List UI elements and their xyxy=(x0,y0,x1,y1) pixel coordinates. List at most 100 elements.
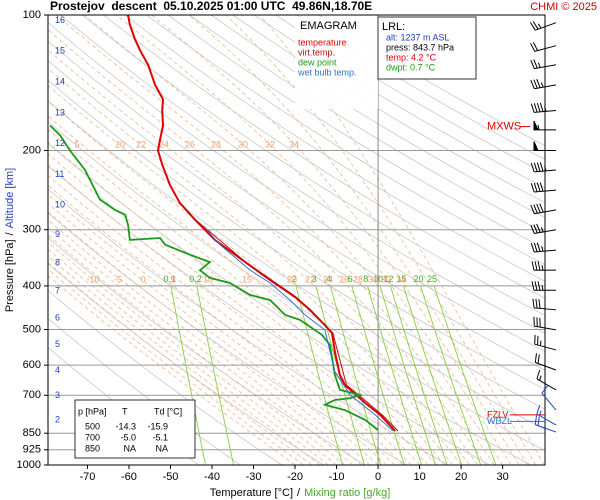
mixing-ratio-line xyxy=(196,285,235,465)
mixing-ratio-label: 2 xyxy=(292,274,297,284)
altitude-label: 16 xyxy=(55,15,65,25)
mixing-ratio-label: 15 xyxy=(396,274,406,284)
mixing-ratio-line xyxy=(433,285,497,465)
adiabat-label: 34 xyxy=(396,274,406,284)
wind-barb xyxy=(541,385,557,411)
lrl-box xyxy=(377,16,477,80)
y-tick-label: 100 xyxy=(23,9,41,21)
table-header: p [hPa] xyxy=(78,406,107,416)
dry-adiabat xyxy=(232,15,545,204)
mixing-ratio-line xyxy=(315,285,365,465)
mixing-ratio-label: 8 xyxy=(363,274,368,284)
moist-adiabat xyxy=(48,100,454,465)
x-tick-label: -40 xyxy=(204,471,220,483)
profile-line xyxy=(204,227,394,432)
moist-adiabat xyxy=(48,115,445,465)
mixing-ratio-label: 20 xyxy=(414,274,424,284)
y-tick-label: 1000 xyxy=(17,459,41,471)
wind-barb xyxy=(530,242,557,253)
y-tick-label: 600 xyxy=(23,359,41,371)
mixing-ratio-label: 4 xyxy=(326,274,331,284)
adiabat-label: 20 xyxy=(287,274,297,284)
mixing-ratio-label: 10 xyxy=(373,274,383,284)
x-tick-label: 20 xyxy=(455,471,467,483)
dry-adiabat xyxy=(167,15,545,250)
dry-adiabat xyxy=(48,40,545,371)
y-axis-label-part: / xyxy=(4,231,16,235)
table-cell: -15.9 xyxy=(147,421,168,431)
moist-adiabat xyxy=(48,275,296,465)
lrl-line: alt: 1237 m ASL xyxy=(386,32,450,42)
y-tick-label: 500 xyxy=(23,323,41,335)
moist-adiabat xyxy=(48,49,479,465)
moist-adiabat xyxy=(48,262,312,465)
wind-barb xyxy=(530,59,557,70)
table-cell: -14.3 xyxy=(115,421,136,431)
dry-adiabat xyxy=(146,15,545,266)
wind-barb xyxy=(530,223,557,234)
y-axis-label: Pressure [hPa] / Altitude [km] xyxy=(4,168,16,312)
altitude-label: 4 xyxy=(55,365,60,375)
profile-line xyxy=(49,124,379,431)
dry-adiabat xyxy=(103,15,545,299)
mixing-ratio-line xyxy=(295,285,343,465)
adiabat-label: 5 xyxy=(74,139,79,149)
x-tick-label: 30 xyxy=(497,471,509,483)
adiabat-label: 32 xyxy=(265,139,275,149)
wind-barb xyxy=(531,261,557,271)
altitude-label: 10 xyxy=(55,199,65,209)
moist-adiabat xyxy=(48,68,470,465)
dry-adiabat xyxy=(48,79,545,410)
adiabat-label: 28 xyxy=(211,139,221,149)
marker-label: WBZL xyxy=(487,416,512,426)
y-tick-label: 200 xyxy=(23,144,41,156)
marker-label: FZLV xyxy=(487,409,508,419)
wind-barb xyxy=(534,353,557,371)
adiabat-label: 30 xyxy=(238,139,248,149)
wind-barb xyxy=(534,415,557,433)
table-box xyxy=(74,399,196,459)
x-tick-label: -30 xyxy=(246,471,262,483)
background-lines: 0.1 0.2 2 3 4 6 8 10 12 15 20 255 20 22 24 26 28 30 32 34-1… xyxy=(48,15,545,465)
mixing-ratio-line xyxy=(379,285,437,465)
adiabat-label: 22 xyxy=(305,274,315,284)
wind-barb xyxy=(533,316,557,331)
plot-frame xyxy=(47,14,546,466)
x-tick-label: -70 xyxy=(79,471,95,483)
wind-barb xyxy=(530,182,557,193)
mixing-ratio-line xyxy=(351,285,405,465)
wind-barb xyxy=(533,141,557,151)
wind-barb xyxy=(530,162,557,173)
x-tick-label: -10 xyxy=(329,471,345,483)
x-tick-label: -60 xyxy=(121,471,137,483)
adiabat-label: 10 xyxy=(203,274,213,284)
wind-barb xyxy=(532,298,557,311)
altitude-label: 3 xyxy=(55,390,60,400)
y-tick-label: 700 xyxy=(23,389,41,401)
table-cell: NA xyxy=(123,443,136,453)
altitude-label: 13 xyxy=(55,107,65,117)
mixing-ratio-line xyxy=(367,285,423,465)
x-tick-label: -20 xyxy=(287,471,303,483)
altitude-label: 11 xyxy=(55,169,64,179)
adiabat-label: 32 xyxy=(381,274,391,284)
adiabat-label: -5 xyxy=(114,274,122,284)
dry-adiabat xyxy=(60,15,545,334)
dry-adiabat xyxy=(48,59,545,390)
adiabat-label: 5 xyxy=(170,274,175,284)
mixing-ratio-line xyxy=(403,285,463,465)
adiabat-label: 24 xyxy=(323,274,333,284)
mixing-ratio-label: 25 xyxy=(427,274,437,284)
profile-line xyxy=(180,202,399,432)
altitude-label: 7 xyxy=(55,285,60,295)
lrl-line: LRL: xyxy=(382,21,405,33)
wind-barb xyxy=(533,120,557,131)
wind-barb xyxy=(530,203,557,215)
table-header: Td [°C] xyxy=(154,406,182,416)
moist-adiabat xyxy=(48,194,387,465)
mixing-ratio-line xyxy=(420,285,482,465)
adiabat-label: -10 xyxy=(86,274,99,284)
y-axis-label-part: Altitude [km] xyxy=(4,168,16,229)
legend-entry: temperature xyxy=(298,37,347,47)
adiabat-label: 26 xyxy=(339,274,349,284)
